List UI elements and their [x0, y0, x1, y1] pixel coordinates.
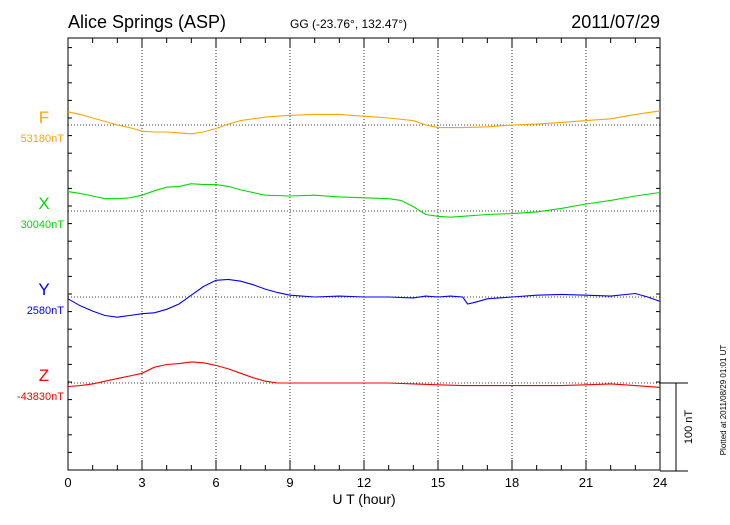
chart-title: Alice Springs (ASP)	[68, 12, 226, 32]
baseline-label-x: 30040nT	[21, 219, 65, 231]
x-tick-label: 21	[579, 475, 593, 490]
x-axis-label: U T (hour)	[332, 491, 395, 507]
series-name-x: X	[38, 194, 49, 213]
series-name-y: Y	[38, 280, 49, 299]
series-line-z	[67, 361, 661, 388]
x-tick-label: 18	[505, 475, 519, 490]
baseline-label-f: 53180nT	[21, 133, 65, 145]
series-line-y	[67, 278, 661, 318]
x-tick-label: 0	[64, 475, 71, 490]
x-tick-label: 9	[286, 475, 293, 490]
x-tick-label: 3	[138, 475, 145, 490]
x-tick-label: 6	[212, 475, 219, 490]
chart-date: 2011/07/29	[571, 12, 660, 32]
x-tick-label: 12	[357, 475, 371, 490]
baseline-label-z: -43830nT	[17, 391, 64, 403]
x-tick-label: 24	[653, 475, 667, 490]
plotted-timestamp: Plotted at 2011/08/29 01:01 UT	[719, 345, 728, 456]
series-line-f	[67, 110, 661, 135]
series-name-f: F	[39, 108, 49, 127]
x-tick-label: 15	[431, 475, 445, 490]
scale-bar-label: 100 nT	[683, 410, 695, 445]
series-line-x	[67, 183, 661, 218]
chart-subtitle: GG (-23.76°, 132.47°)	[290, 17, 407, 31]
baseline-label-y: 2580nT	[27, 305, 65, 317]
series-name-z: Z	[39, 366, 49, 385]
